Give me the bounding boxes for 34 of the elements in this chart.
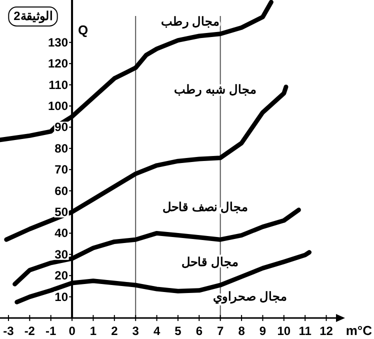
y-tick-label: 20 (54, 268, 68, 283)
x-tick-label: 8 (238, 324, 246, 338)
x-tick-label: 10 (277, 324, 291, 338)
x-tick-label: 6 (196, 324, 203, 338)
y-tick-label: 70 (54, 162, 68, 177)
x-tick-label: 3 (132, 324, 140, 338)
x-tick-label: 9 (259, 324, 266, 338)
x-tick-label: 7 (217, 324, 224, 338)
x-tick-label: 11 (298, 324, 312, 338)
x-axis-title: m°C (346, 323, 373, 338)
y-tick-label: 60 (54, 184, 68, 198)
y-tick-label: 100 (48, 99, 68, 113)
annotation: مجال رطب (160, 14, 220, 30)
y-tick-label: 10 (54, 290, 68, 304)
y-tick-label: 80 (54, 141, 68, 156)
y-tick-label: 90 (54, 120, 68, 134)
y-tick-label: 40 (54, 226, 68, 240)
x-tick-label: 2 (111, 324, 118, 338)
annotation: مجال نصف قاحل (162, 200, 248, 214)
x-tick-label: 0 (68, 324, 76, 338)
title: الوثيقة2 (8, 6, 58, 26)
x-tick-label: 12 (320, 324, 334, 338)
y-axis-title: Q (78, 22, 88, 38)
y-tick-label: 30 (54, 247, 68, 262)
x-tick-label: -2 (24, 324, 36, 338)
x-tick-label: 4 (153, 324, 160, 338)
x-tick-label: -1 (46, 324, 57, 338)
y-tick-label: 50 (54, 205, 68, 219)
y-tick-label: 130 (48, 35, 68, 50)
y-tick-label: 110 (48, 78, 68, 92)
x-tick-label: -3 (3, 324, 14, 338)
x-tick-label: 1 (90, 324, 97, 338)
x-tick-label: 5 (174, 324, 182, 338)
y-tick-label: 120 (48, 56, 68, 71)
